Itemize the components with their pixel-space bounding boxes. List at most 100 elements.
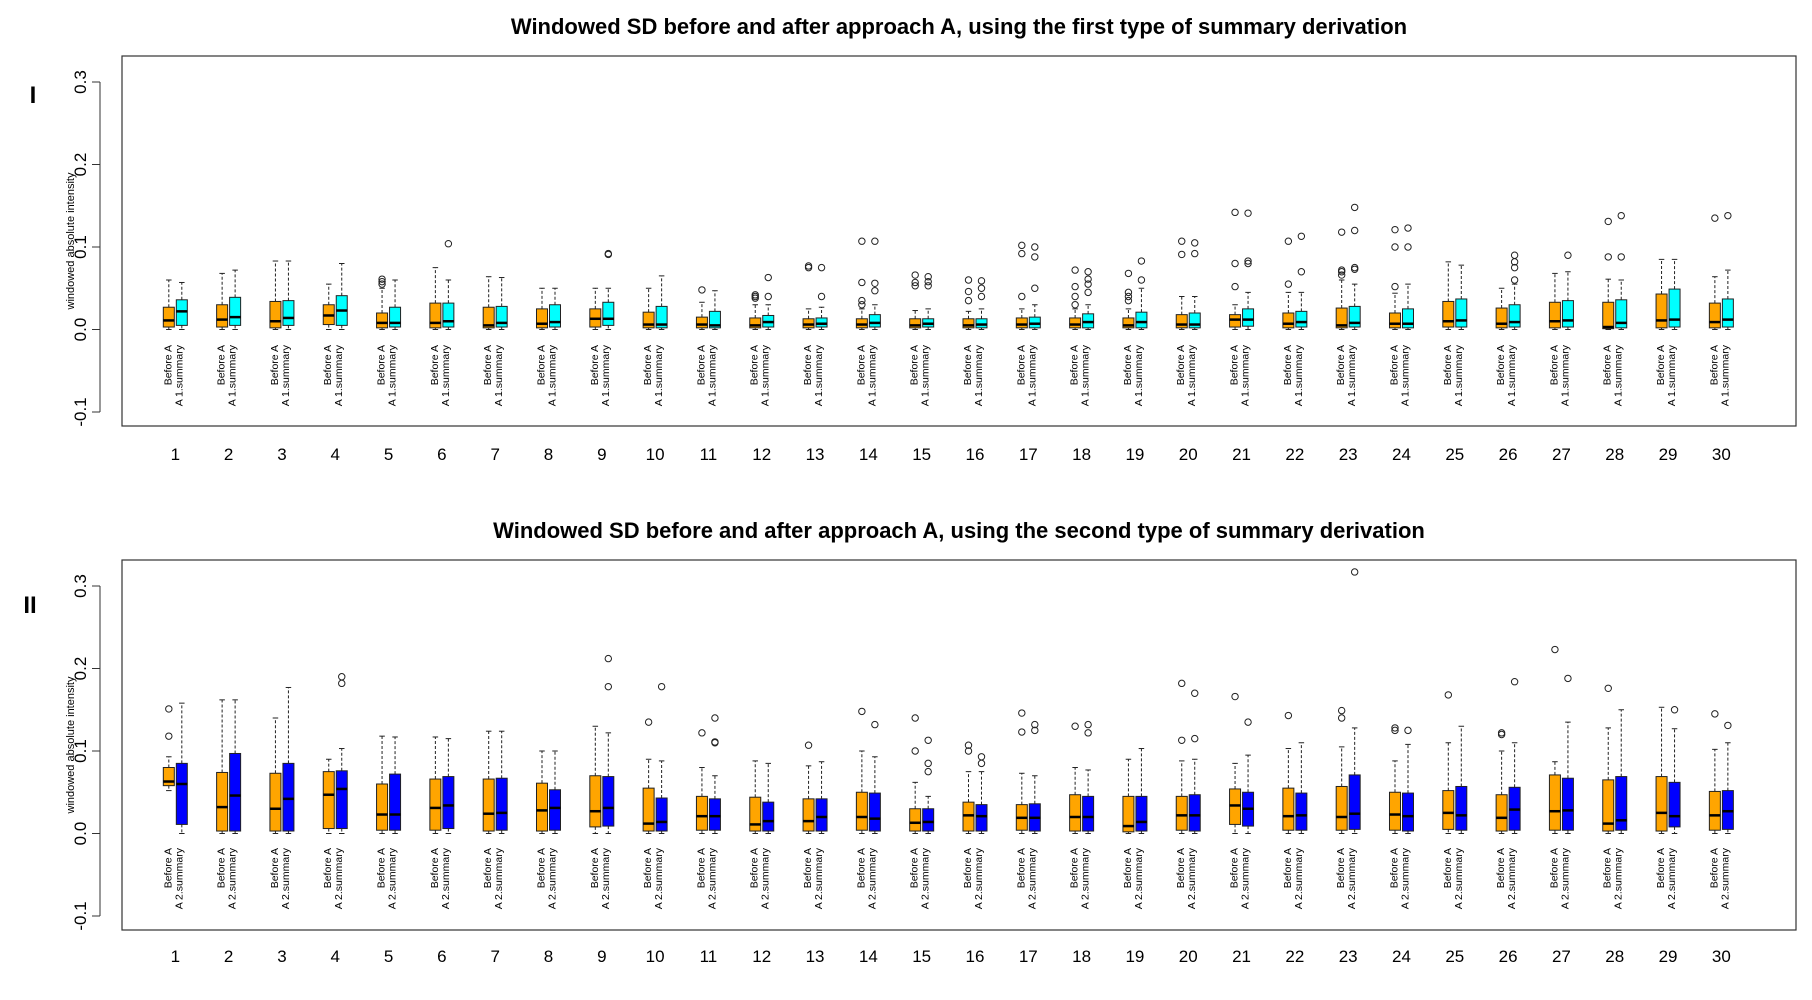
- group-label: Before A: [1442, 848, 1454, 888]
- outlier-point: [1031, 243, 1039, 251]
- x-tick-label: 27: [1552, 445, 1571, 464]
- group-label: A 1.summary: [227, 344, 239, 406]
- box-before: [376, 312, 389, 329]
- group-label: A 2.summary: [1719, 847, 1731, 909]
- group-label: Before A: [269, 345, 281, 385]
- group-label: Before A: [642, 345, 654, 385]
- outlier-point: [1178, 250, 1186, 259]
- box-before: [1655, 776, 1668, 832]
- group-label: A 2.summary: [1080, 847, 1092, 909]
- outlier-point: [871, 287, 879, 295]
- group-label: Before A: [429, 345, 441, 385]
- group-label: A 2.summary: [973, 847, 985, 909]
- group-label: A 1.summary: [600, 344, 612, 406]
- group-label: Before A: [376, 345, 388, 385]
- group-label: A 1.summary: [1506, 344, 1518, 406]
- group-label: Before A: [1069, 848, 1081, 888]
- outlier-point: [378, 277, 386, 286]
- group-label: A 1.summary: [440, 344, 452, 406]
- box-after: [229, 296, 242, 326]
- outlier-point: [1711, 214, 1719, 222]
- outlier-point: [338, 679, 346, 688]
- box-before: [269, 772, 282, 832]
- x-tick-label: 20: [1179, 947, 1198, 966]
- outlier-point: [977, 277, 986, 285]
- outlier-point: [858, 296, 866, 305]
- x-tick-label: 16: [966, 947, 985, 966]
- y-tick-label: 0.1: [71, 235, 90, 259]
- outlier-point: [1391, 225, 1399, 234]
- outlier-point: [1124, 292, 1133, 301]
- outlier-point: [1404, 224, 1412, 232]
- outlier-point: [1018, 292, 1026, 301]
- box-before: [642, 787, 655, 832]
- group-label: Before A: [909, 848, 921, 888]
- y-tick-label: 0.2: [71, 153, 90, 177]
- group-label: Before A: [482, 345, 494, 385]
- outlier-point: [764, 292, 772, 301]
- box-before: [1282, 787, 1295, 831]
- group-label: Before A: [589, 345, 601, 385]
- x-tick-label: 28: [1605, 947, 1624, 966]
- outlier-point: [698, 286, 706, 294]
- outlier-point: [924, 759, 932, 768]
- outlier-point: [1178, 736, 1186, 744]
- outlier-point: [604, 654, 613, 663]
- box-before: [1495, 307, 1508, 329]
- group-label: A 2.summary: [653, 847, 665, 909]
- box-before: [1655, 293, 1668, 329]
- x-tick-label: 29: [1659, 445, 1678, 464]
- outlier-point: [644, 718, 653, 726]
- outlier-point: [378, 280, 386, 288]
- chart-panel-2: Windowed SD before and after approach A,…: [65, 518, 1797, 966]
- box-after: [1188, 312, 1201, 329]
- outlier-point: [1071, 266, 1079, 274]
- box-after: [1135, 311, 1148, 329]
- outlier-point: [911, 271, 919, 279]
- x-tick-label: 19: [1125, 947, 1144, 966]
- outlier-point: [1244, 259, 1252, 268]
- group-label: Before A: [1708, 345, 1720, 385]
- outlier-point: [1018, 709, 1026, 717]
- x-tick-label: 23: [1339, 947, 1358, 966]
- x-tick-label: 6: [437, 947, 446, 966]
- box-after: [1295, 792, 1308, 831]
- group-label: A 2.summary: [920, 847, 932, 909]
- outlier-point: [657, 682, 666, 691]
- group-label: A 2.summary: [813, 847, 825, 909]
- outlier-point: [1084, 280, 1092, 288]
- panel-label-1: I: [30, 82, 37, 109]
- group-label: A 2.summary: [1453, 847, 1465, 909]
- x-tick-label: 10: [646, 445, 665, 464]
- y-tick-label: 0.2: [71, 657, 90, 681]
- box-after: [708, 798, 721, 831]
- group-label: Before A: [1602, 345, 1614, 385]
- x-tick-label: 13: [806, 947, 825, 966]
- box-before: [1335, 307, 1348, 329]
- outlier-point: [1031, 720, 1039, 729]
- group-label: A 2.summary: [546, 847, 558, 909]
- group-label: Before A: [855, 345, 867, 385]
- x-tick-label: 25: [1445, 947, 1464, 966]
- x-tick-label: 18: [1072, 445, 1091, 464]
- outlier-point: [1404, 243, 1412, 251]
- group-label: A 2.summary: [227, 847, 239, 909]
- box-after: [1561, 300, 1574, 328]
- outlier-point: [764, 273, 772, 282]
- outlier-point: [1391, 282, 1399, 291]
- outlier-point: [604, 249, 613, 258]
- group-label: A 1.summary: [653, 344, 665, 406]
- outlier-point: [1604, 217, 1612, 226]
- x-tick-label: 7: [490, 947, 499, 966]
- box-after: [1455, 785, 1468, 831]
- box-before: [1442, 790, 1455, 830]
- group-label: Before A: [802, 345, 814, 385]
- group-label: A 2.summary: [1666, 847, 1678, 909]
- group-label: Before A: [1175, 848, 1187, 888]
- group-label: Before A: [1015, 848, 1027, 888]
- group-label: Before A: [1282, 848, 1294, 888]
- x-tick-label: 29: [1659, 947, 1678, 966]
- group-label: Before A: [1282, 345, 1294, 385]
- outlier-point: [1604, 684, 1612, 692]
- box-after: [229, 752, 242, 832]
